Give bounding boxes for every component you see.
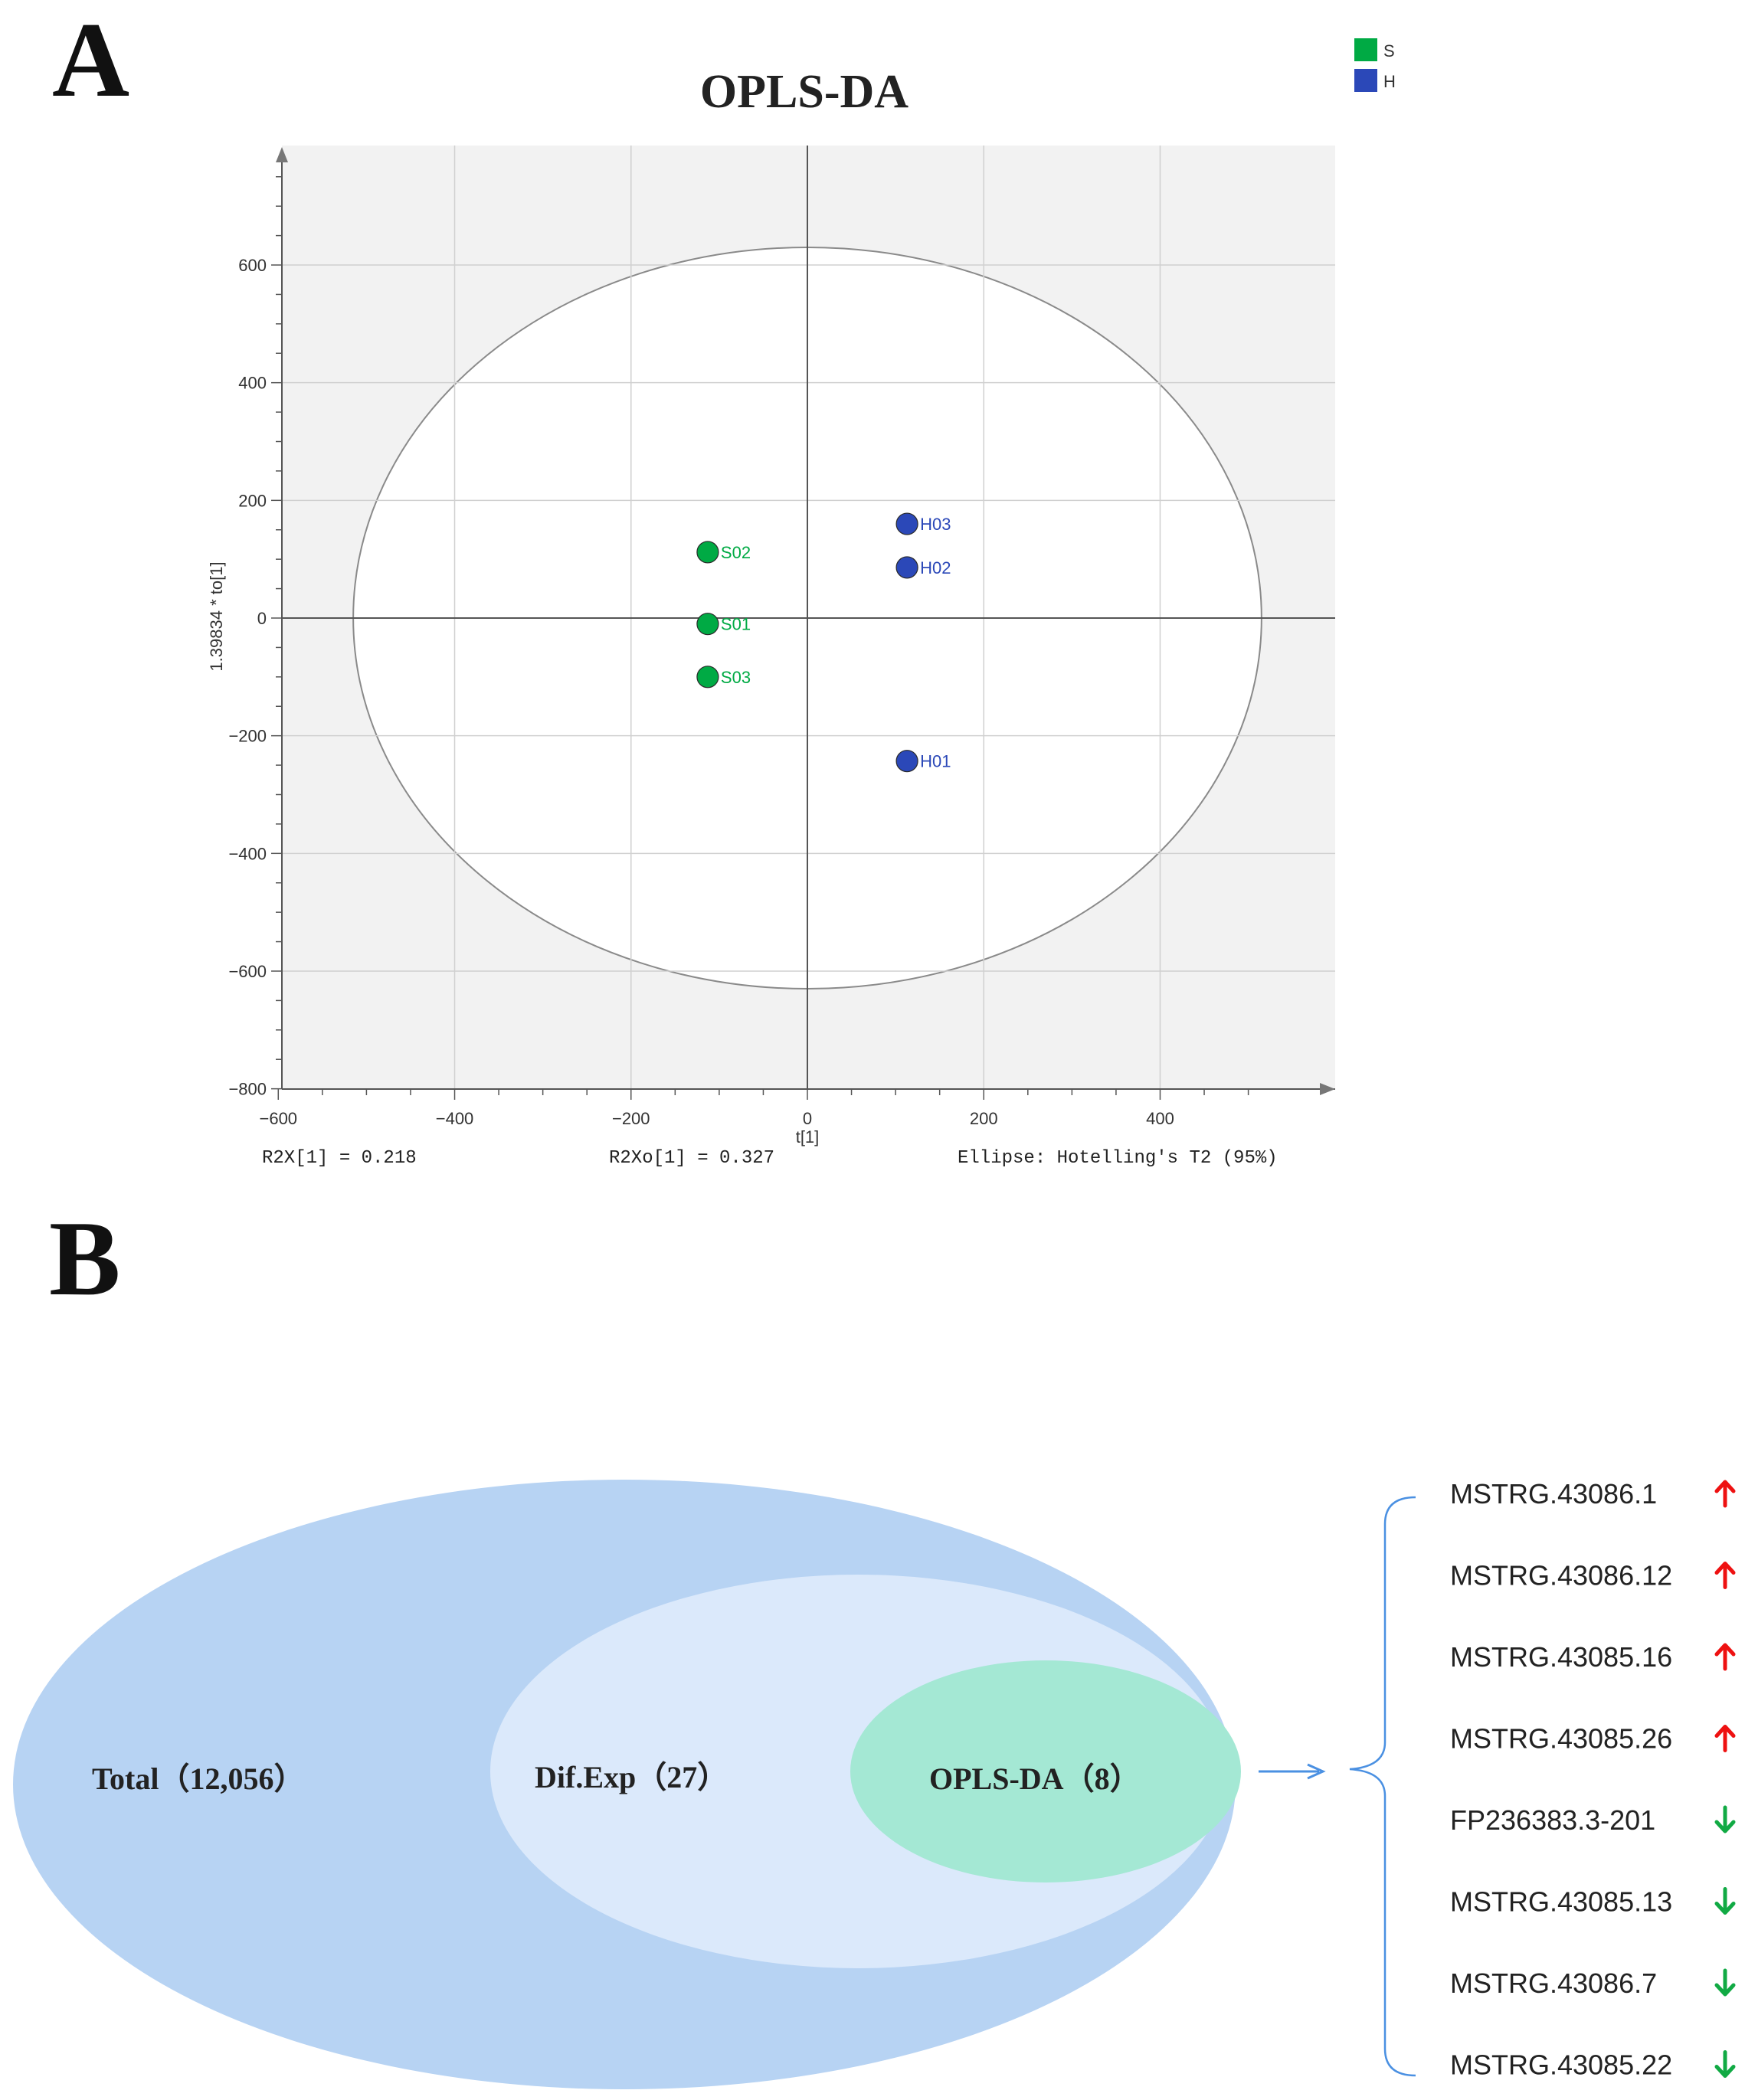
arrow-down-icon — [1714, 2050, 1736, 2078]
arrow-down-icon — [1714, 1887, 1736, 1915]
y-tick-label: −200 — [228, 727, 267, 746]
point-label-h02: H02 — [920, 558, 951, 577]
arrow-up-icon — [1714, 1725, 1736, 1752]
scatter-point-h03 — [895, 512, 918, 535]
arrow-down-icon — [1714, 1968, 1736, 1997]
gene-name: MSTRG.43085.16 — [1450, 1641, 1672, 1673]
point-label-s01: S01 — [721, 615, 751, 634]
x-tick-label: 400 — [1146, 1109, 1174, 1128]
arrow-up-icon — [1714, 1480, 1736, 1508]
y-tick-label: 600 — [238, 256, 267, 275]
x-tick-label: −600 — [259, 1109, 297, 1128]
y-axis-label: 1.39834 * to[1] — [207, 561, 226, 671]
panel-a-label: A — [52, 1, 129, 119]
gene-name: MSTRG.43086.12 — [1450, 1560, 1672, 1591]
x-tick-label: 0 — [803, 1109, 812, 1128]
gene-name: MSTRG.43085.22 — [1450, 2049, 1672, 2081]
gene-name: MSTRG.43085.26 — [1450, 1723, 1672, 1755]
panel-b-label: B — [49, 1199, 120, 1318]
legend-swatch-h — [1354, 69, 1377, 92]
gene-name: MSTRG.43085.13 — [1450, 1886, 1672, 1918]
legend-label-s: S — [1383, 41, 1395, 61]
r2xo-annotation: R2Xo[1] = 0.327 — [609, 1148, 774, 1169]
y-tick-label: 200 — [238, 491, 267, 510]
scatter-point-s01 — [696, 613, 719, 636]
gene-name: MSTRG.43086.7 — [1450, 1968, 1657, 1999]
legend-swatch-s — [1354, 38, 1377, 61]
pointer-arrow — [1259, 1763, 1326, 1780]
y-tick-label: 0 — [257, 609, 267, 628]
arrow-up-icon — [1714, 1643, 1736, 1671]
scatter-point-h01 — [895, 750, 918, 773]
venn-difexp-label: Dif.Exp（27） — [535, 1760, 728, 1794]
scatter-point-h02 — [895, 556, 918, 579]
chart-title: OPLS-DA — [700, 66, 909, 118]
ellipse-annotation: Ellipse: Hotelling's T2 (95%) — [958, 1148, 1278, 1169]
x-axis-label: t[1] — [796, 1127, 820, 1146]
scatter-point-s03 — [696, 666, 719, 689]
venn-oplsda-label: OPLS-DA（8） — [929, 1761, 1141, 1796]
point-label-s03: S03 — [721, 668, 751, 687]
r2x-annotation: R2X[1] = 0.218 — [262, 1148, 417, 1169]
legend: S H — [1354, 38, 1396, 92]
venn-total-label: Total（12,056） — [92, 1761, 304, 1796]
y-tick-label: 400 — [238, 374, 267, 393]
y-tick-label: −800 — [228, 1080, 267, 1099]
y-tick-label: −400 — [228, 844, 267, 863]
gene-list: MSTRG.43086.1 MSTRG.43086.12 MSTRG.43085.1… — [1450, 1478, 1736, 2081]
point-label-h03: H03 — [920, 515, 951, 534]
y-tick-label: −600 — [228, 962, 267, 981]
gene-name: MSTRG.43086.1 — [1450, 1478, 1657, 1510]
point-label-h01: H01 — [920, 752, 951, 771]
x-axis-arrow — [1320, 1083, 1335, 1095]
curly-brace — [1349, 1496, 1416, 2077]
scatter-point-s02 — [696, 541, 719, 564]
plot-area: −600 −400 −200 0 200 400 −800 −600 −400 −200 0 200 4… — [228, 146, 1335, 1128]
x-tick-label: −400 — [436, 1109, 474, 1128]
gene-name: FP236383.3-201 — [1450, 1804, 1655, 1836]
point-label-s02: S02 — [721, 543, 751, 562]
x-tick-label: −200 — [612, 1109, 650, 1128]
venn-diagram: Total（12,056） Dif.Exp（27） OPLS-DA（8） — [13, 1480, 1241, 2089]
arrow-up-icon — [1714, 1562, 1736, 1589]
x-tick-label: 200 — [970, 1109, 998, 1128]
legend-label-h: H — [1383, 72, 1396, 91]
arrow-down-icon — [1714, 1805, 1736, 1833]
venn-oplsda-ellipse — [850, 1660, 1241, 1882]
y-axis-arrow — [276, 147, 288, 162]
